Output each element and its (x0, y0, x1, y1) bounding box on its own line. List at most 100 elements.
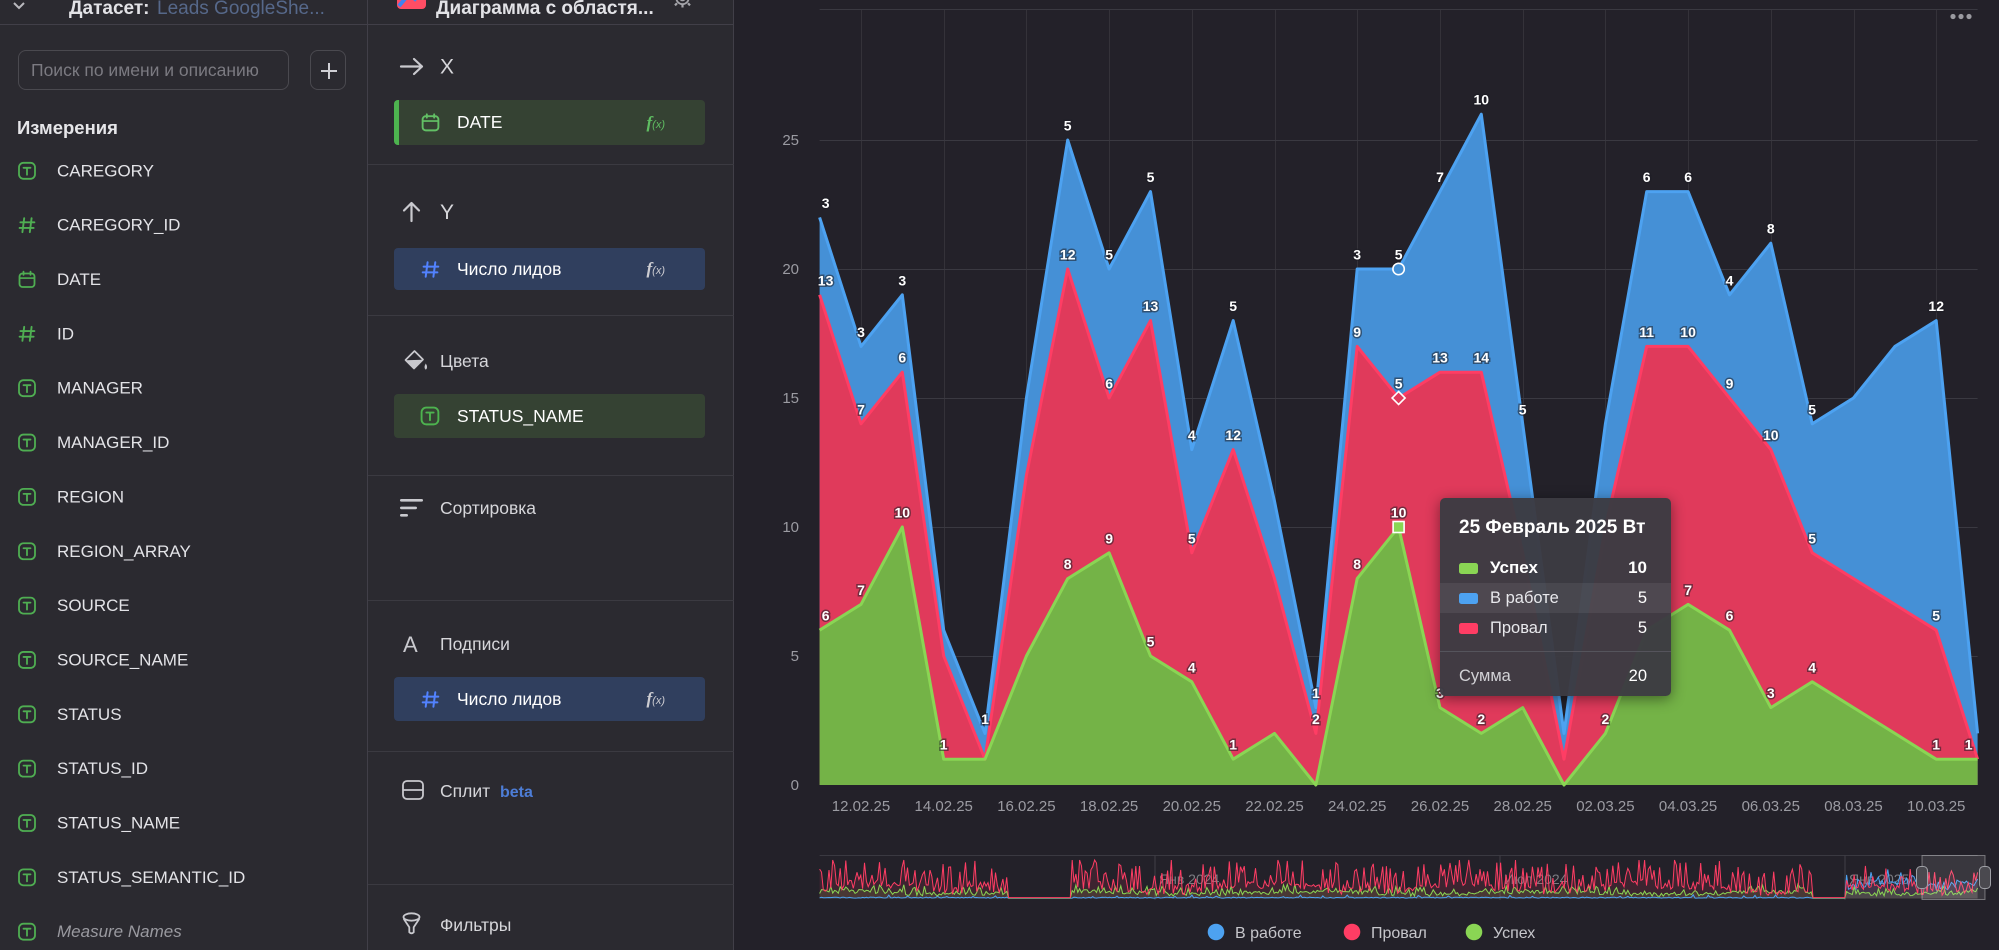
svg-text:0: 0 (791, 777, 799, 794)
svg-text:Подписи: Подписи (440, 634, 510, 654)
svg-text:8: 8 (1767, 221, 1775, 237)
svg-text:02.03.25: 02.03.25 (1576, 798, 1634, 815)
svg-text:1: 1 (1932, 737, 1940, 753)
svg-text:7: 7 (857, 582, 865, 598)
svg-text:1: 1 (1312, 685, 1320, 701)
svg-text:DATE: DATE (57, 270, 101, 289)
svg-text:04.03.25: 04.03.25 (1659, 798, 1717, 815)
svg-text:Y: Y (440, 201, 454, 224)
svg-text:STATUS_SEMANTIC_ID: STATUS_SEMANTIC_ID (57, 868, 245, 887)
svg-text:CAREGORY: CAREGORY (57, 161, 154, 180)
svg-text:STATUS: STATUS (57, 705, 122, 724)
svg-text:Сплит: Сплит (440, 781, 490, 801)
svg-text:9: 9 (1726, 376, 1734, 392)
svg-text:4: 4 (1188, 427, 1196, 443)
svg-text:Leads GoogleShe...: Leads GoogleShe... (157, 0, 325, 19)
svg-text:Сортировка: Сортировка (440, 498, 536, 518)
svg-text:6: 6 (1684, 169, 1692, 185)
svg-text:5: 5 (1808, 530, 1816, 546)
svg-text:X: X (440, 56, 454, 79)
svg-text:5: 5 (1147, 634, 1155, 650)
svg-text:5: 5 (1519, 401, 1527, 417)
svg-text:1: 1 (1229, 737, 1237, 753)
svg-text:6: 6 (898, 350, 906, 366)
svg-text:25: 25 (782, 132, 799, 149)
svg-text:2: 2 (1602, 711, 1610, 727)
svg-text:11: 11 (1639, 324, 1654, 340)
svg-text:13: 13 (818, 272, 834, 288)
svg-text:5: 5 (1395, 247, 1403, 263)
svg-text:В работе: В работе (1235, 925, 1302, 942)
svg-text:ID: ID (57, 324, 74, 343)
svg-text:REGION: REGION (57, 487, 124, 506)
svg-text:3: 3 (857, 324, 865, 340)
svg-text:5: 5 (1188, 530, 1196, 546)
svg-text:MANAGER_ID: MANAGER_ID (57, 433, 169, 452)
svg-text:1: 1 (1965, 737, 1973, 753)
svg-text:12.02.25: 12.02.25 (832, 798, 890, 815)
svg-text:STATUS_NAME: STATUS_NAME (57, 814, 180, 833)
svg-text:5: 5 (1932, 608, 1940, 624)
svg-text:3: 3 (1767, 685, 1775, 701)
svg-text:6: 6 (822, 608, 830, 624)
svg-text:10: 10 (1474, 92, 1490, 108)
svg-text:14.02.25: 14.02.25 (915, 798, 973, 815)
svg-text:14: 14 (1474, 350, 1490, 366)
svg-text:4: 4 (1808, 659, 1816, 675)
svg-text:13: 13 (1143, 298, 1159, 314)
svg-text:5: 5 (1064, 118, 1072, 134)
svg-text:7: 7 (1436, 169, 1444, 185)
svg-text:8: 8 (1353, 556, 1361, 572)
svg-text:STATUS_ID: STATUS_ID (57, 759, 148, 778)
svg-text:4: 4 (1188, 659, 1196, 675)
svg-text:1: 1 (981, 711, 989, 727)
svg-text:13: 13 (1432, 350, 1448, 366)
svg-text:Фильтры: Фильтры (440, 915, 511, 935)
svg-text:10: 10 (1680, 324, 1696, 340)
svg-text:5: 5 (1229, 298, 1237, 314)
svg-text:3: 3 (898, 272, 906, 288)
svg-text:10: 10 (895, 505, 911, 521)
svg-text:6: 6 (1105, 376, 1113, 392)
svg-text:Успех: Успех (1493, 925, 1535, 942)
svg-text:9: 9 (1353, 324, 1361, 340)
svg-text:12: 12 (1225, 427, 1241, 443)
svg-text:MANAGER: MANAGER (57, 379, 143, 398)
svg-text:18.02.25: 18.02.25 (1080, 798, 1138, 815)
svg-text:2: 2 (1312, 711, 1320, 727)
svg-text:9: 9 (1105, 530, 1113, 546)
svg-text:12: 12 (1928, 298, 1944, 314)
svg-text:Цвета: Цвета (440, 351, 489, 371)
svg-text:26.02.25: 26.02.25 (1411, 798, 1469, 815)
svg-text:10: 10 (1391, 505, 1407, 521)
svg-text:5: 5 (1105, 247, 1113, 263)
svg-text:A: A (403, 632, 418, 657)
svg-text:SOURCE: SOURCE (57, 596, 130, 615)
svg-text:2: 2 (1477, 711, 1485, 727)
svg-text:SOURCE_NAME: SOURCE_NAME (57, 651, 188, 670)
svg-text:10: 10 (782, 519, 799, 536)
svg-text:12: 12 (1060, 247, 1076, 263)
svg-text:24.02.25: 24.02.25 (1328, 798, 1386, 815)
svg-text:16.02.25: 16.02.25 (997, 798, 1055, 815)
svg-text:5: 5 (791, 648, 799, 665)
svg-text:Датасет:: Датасет: (69, 0, 150, 19)
svg-text:08.03.25: 08.03.25 (1824, 798, 1882, 815)
svg-text:1: 1 (940, 737, 948, 753)
svg-text:7: 7 (1684, 582, 1692, 598)
svg-text:6: 6 (1726, 608, 1734, 624)
svg-text:22.02.25: 22.02.25 (1245, 798, 1303, 815)
svg-text:06.03.25: 06.03.25 (1742, 798, 1800, 815)
svg-text:beta: beta (500, 784, 533, 801)
svg-text:Measure Names: Measure Names (57, 922, 182, 941)
svg-text:15: 15 (782, 390, 799, 407)
svg-text:Провал: Провал (1371, 925, 1427, 942)
svg-text:5: 5 (1147, 169, 1155, 185)
svg-text:6: 6 (1643, 169, 1651, 185)
svg-text:20: 20 (782, 261, 799, 278)
svg-text:10: 10 (1763, 427, 1779, 443)
svg-text:8: 8 (1064, 556, 1072, 572)
svg-text:7: 7 (857, 401, 865, 417)
svg-text:10.03.25: 10.03.25 (1907, 798, 1965, 815)
svg-text:3: 3 (822, 195, 830, 211)
